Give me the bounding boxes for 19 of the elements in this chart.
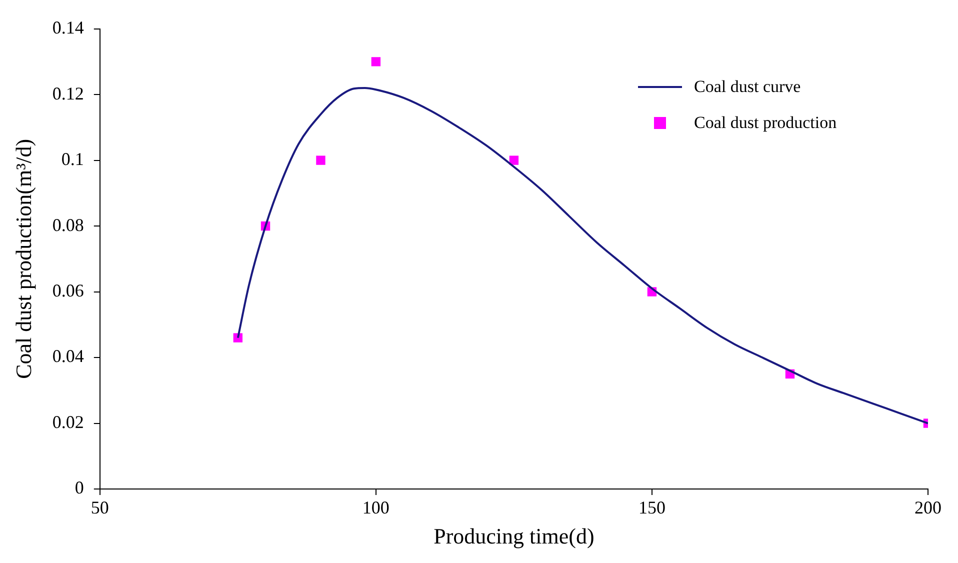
y-tick-label: 0.08 — [52, 214, 84, 235]
y-axis-title: Coal dust production(m³/d) — [10, 138, 36, 379]
point — [509, 156, 519, 165]
legend-label: Coal dust curve — [694, 76, 801, 97]
x-tick-label: 50 — [90, 498, 109, 518]
y-tick-label: 0.06 — [52, 280, 84, 301]
y-tick-label: 0.02 — [52, 412, 84, 432]
y-tick-label: 0.04 — [52, 346, 84, 366]
point — [316, 156, 326, 165]
x-tick-label: 100 — [362, 498, 390, 518]
x-tick-label: 150 — [638, 498, 666, 518]
y-tick-label: 0.1 — [61, 149, 84, 170]
y-tick-label: 0.14 — [52, 18, 84, 38]
x-axis-title: Producing time(d) — [434, 524, 594, 549]
legend-label: Coal dust production — [694, 112, 837, 133]
y-tick-label: 0 — [74, 478, 84, 498]
y-tick-label: 0.12 — [52, 83, 84, 104]
point — [371, 57, 381, 66]
x-tick-label: 200 — [914, 498, 942, 518]
